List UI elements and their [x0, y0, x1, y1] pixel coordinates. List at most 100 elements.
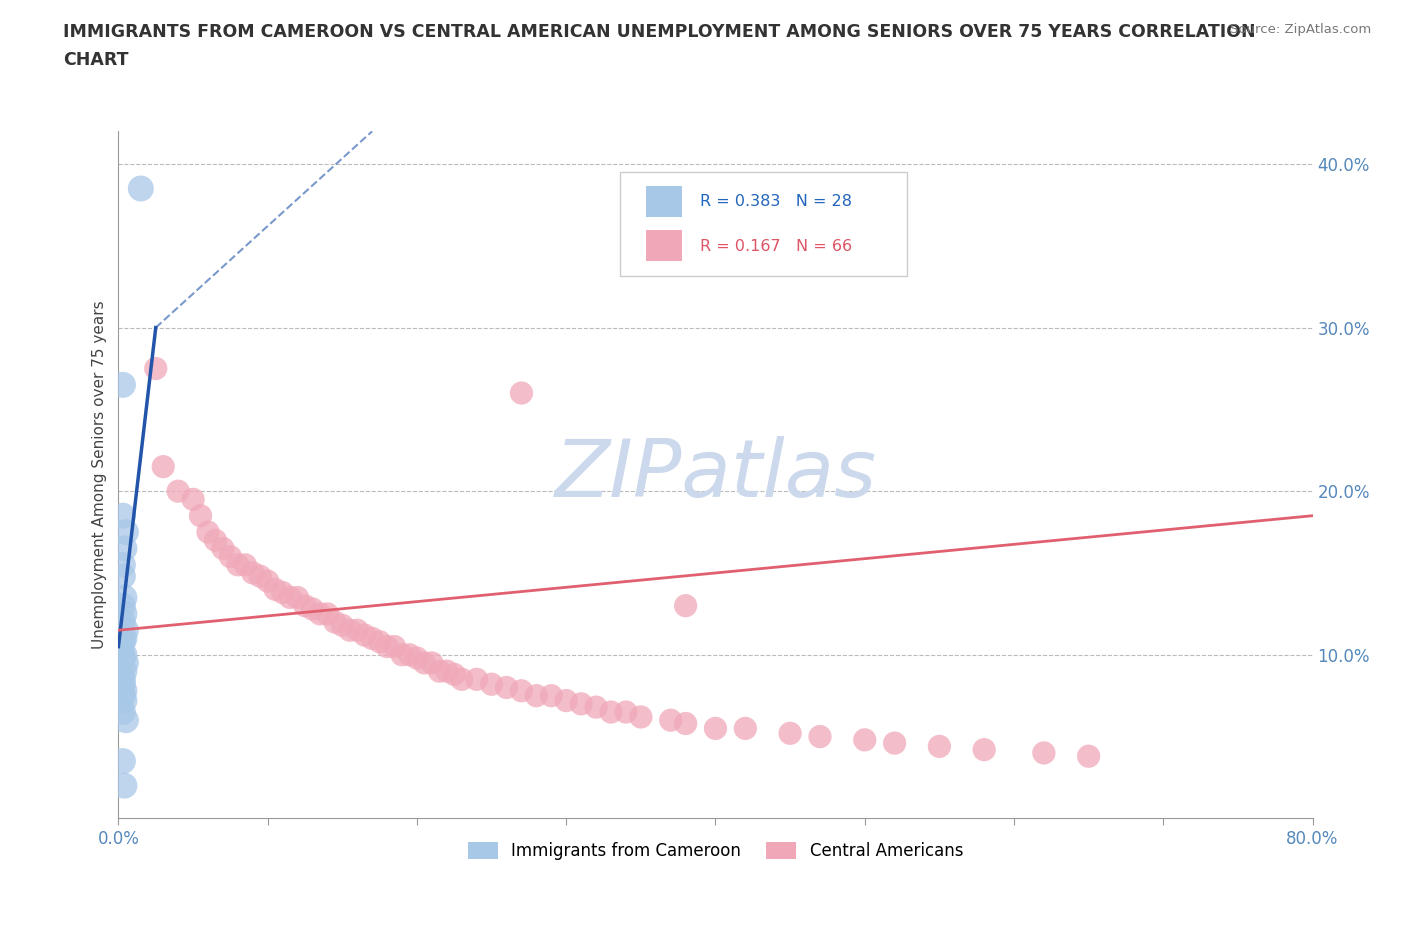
Point — [443, 667, 465, 682]
Y-axis label: Unemployment Among Seniors over 75 years: Unemployment Among Seniors over 75 years — [93, 300, 107, 649]
Point — [204, 533, 226, 548]
Point — [330, 618, 353, 632]
Point — [353, 628, 375, 643]
Point — [115, 712, 138, 727]
Point — [384, 639, 406, 654]
Point — [110, 643, 132, 658]
Point — [271, 585, 294, 600]
Point — [309, 606, 332, 621]
Point — [278, 590, 301, 604]
Point — [1032, 746, 1054, 761]
Point — [181, 492, 204, 507]
Point — [704, 721, 727, 736]
Point — [294, 598, 316, 613]
Point — [249, 569, 271, 584]
Point — [413, 656, 436, 671]
Point — [112, 631, 135, 645]
Point — [495, 680, 517, 695]
Point — [111, 569, 134, 584]
Point — [111, 634, 134, 649]
Point — [420, 656, 443, 671]
Point — [614, 705, 637, 720]
Point — [808, 729, 831, 744]
Point — [436, 664, 458, 679]
Point — [112, 590, 135, 604]
Point — [111, 615, 134, 630]
Point — [675, 716, 697, 731]
Point — [853, 733, 876, 748]
Point — [233, 557, 256, 572]
Point — [973, 742, 995, 757]
Point — [112, 647, 135, 662]
Point — [1077, 749, 1099, 764]
Point — [427, 664, 450, 679]
FancyBboxPatch shape — [620, 172, 907, 275]
Point — [391, 647, 413, 662]
Point — [197, 525, 219, 539]
Text: R = 0.383   N = 28: R = 0.383 N = 28 — [700, 194, 852, 209]
Point — [569, 697, 592, 711]
Point — [112, 541, 135, 556]
Point — [190, 509, 212, 524]
Point — [510, 684, 533, 698]
Point — [152, 459, 174, 474]
Point — [112, 664, 135, 679]
Point — [600, 705, 623, 720]
Text: Source: ZipAtlas.com: Source: ZipAtlas.com — [1230, 23, 1371, 36]
Point — [111, 509, 134, 524]
Point — [112, 606, 135, 621]
Bar — [647, 231, 682, 261]
Point — [264, 582, 287, 597]
Point — [111, 671, 134, 686]
Point — [585, 699, 607, 714]
Point — [287, 590, 309, 604]
Point — [779, 725, 801, 740]
Point — [129, 181, 152, 196]
Point — [115, 525, 138, 539]
Point — [481, 677, 503, 692]
Point — [111, 651, 134, 666]
Point — [301, 602, 323, 617]
Point — [375, 639, 398, 654]
Point — [675, 598, 697, 613]
Point — [115, 623, 138, 638]
Point — [339, 623, 361, 638]
Point — [630, 710, 652, 724]
Point — [323, 615, 346, 630]
Bar — [647, 186, 682, 217]
Point — [115, 656, 138, 671]
Point — [734, 721, 756, 736]
Point — [219, 550, 242, 565]
Point — [406, 651, 429, 666]
Point — [111, 705, 134, 720]
Point — [555, 693, 578, 708]
Point — [465, 671, 488, 686]
Point — [111, 378, 134, 392]
Point — [256, 574, 278, 589]
Point — [361, 631, 384, 645]
Point — [111, 753, 134, 768]
Legend: Immigrants from Cameroon, Central Americans: Immigrants from Cameroon, Central Americ… — [461, 835, 970, 867]
Point — [450, 671, 472, 686]
Point — [111, 598, 134, 613]
Point — [212, 541, 235, 556]
Point — [368, 634, 391, 649]
Point — [242, 565, 264, 580]
Point — [316, 606, 339, 621]
Point — [112, 778, 135, 793]
Point — [398, 647, 420, 662]
Point — [167, 484, 190, 498]
Text: IMMIGRANTS FROM CAMEROON VS CENTRAL AMERICAN UNEMPLOYMENT AMONG SENIORS OVER 75 : IMMIGRANTS FROM CAMEROON VS CENTRAL AMER… — [63, 23, 1256, 41]
Point — [510, 386, 533, 401]
Point — [659, 712, 682, 727]
Point — [112, 693, 135, 708]
Text: ZIPatlas: ZIPatlas — [554, 436, 876, 513]
Point — [111, 677, 134, 692]
Point — [112, 684, 135, 698]
Text: R = 0.167   N = 66: R = 0.167 N = 66 — [700, 239, 852, 254]
Point — [111, 688, 134, 703]
Text: CHART: CHART — [63, 51, 129, 69]
Point — [883, 736, 905, 751]
Point — [111, 557, 134, 572]
Point — [226, 557, 249, 572]
